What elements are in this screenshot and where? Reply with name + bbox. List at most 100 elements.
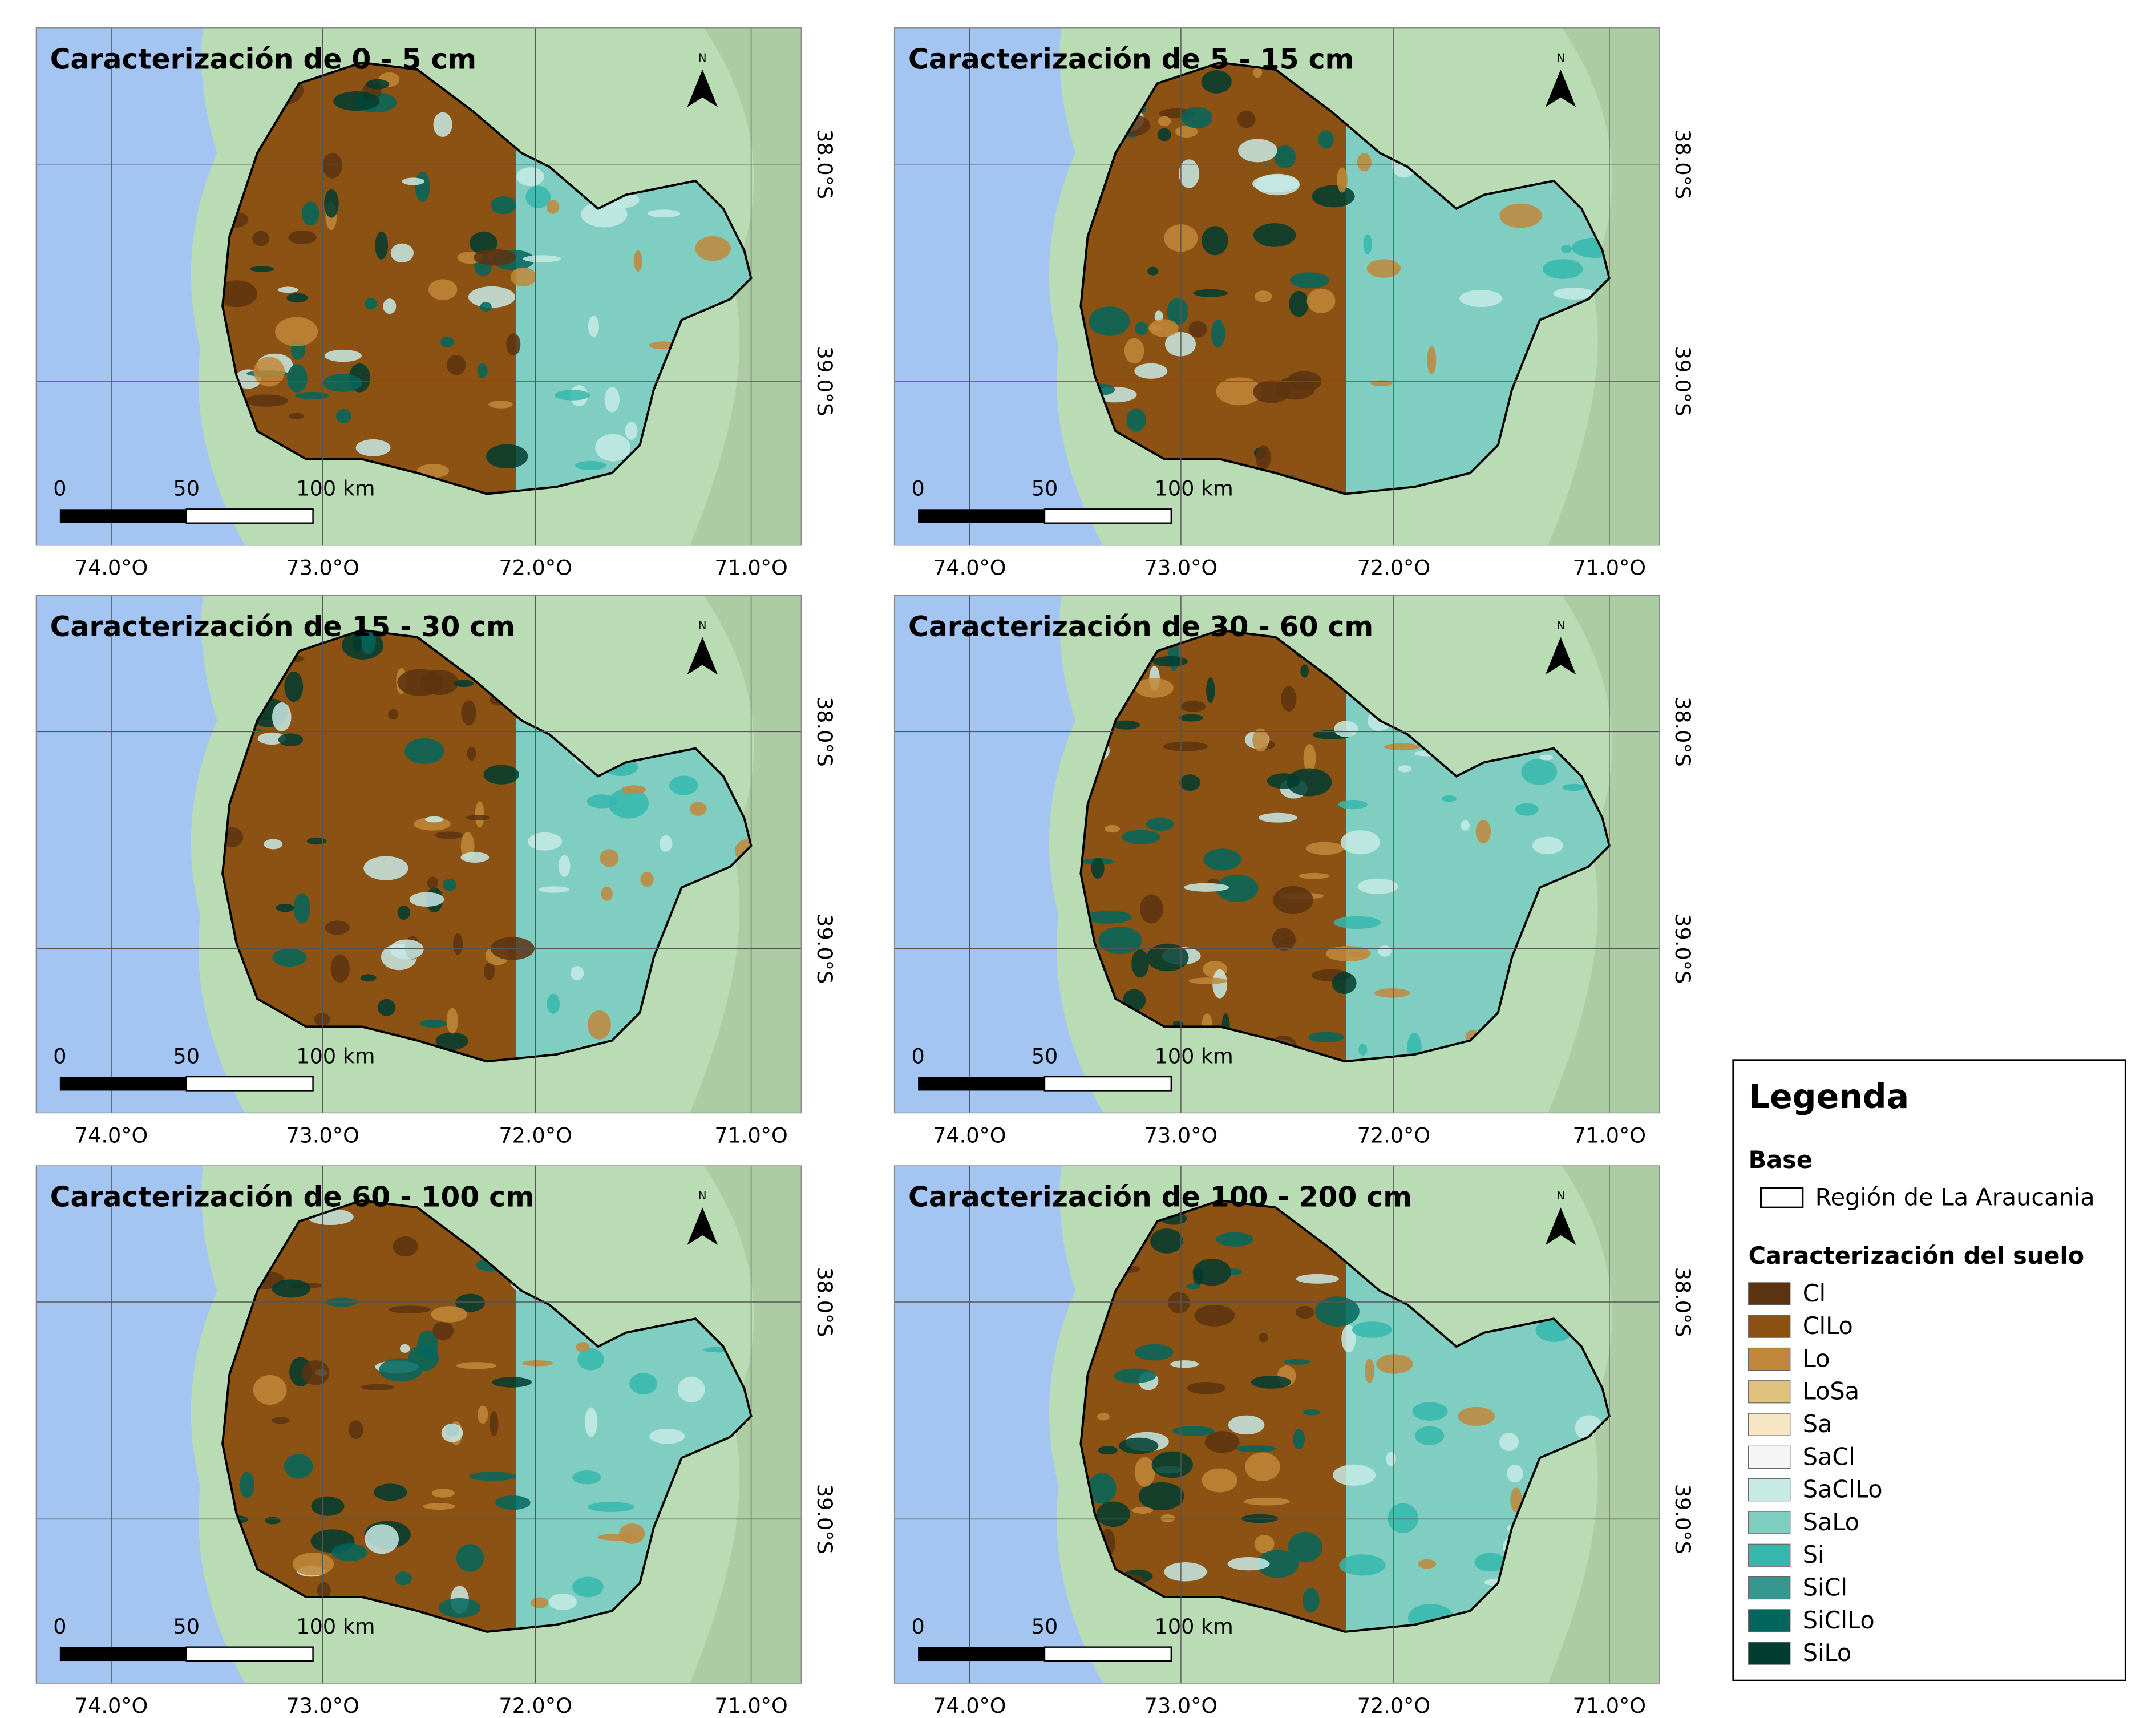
scale-label: 0	[911, 1044, 924, 1068]
legend-label: Si	[1803, 1541, 1825, 1569]
map-frame	[893, 27, 1660, 546]
soil-patch	[1146, 943, 1189, 972]
soil-patch	[601, 886, 613, 901]
soil-patch	[546, 200, 560, 214]
y-label: 38.0°S	[812, 1267, 837, 1337]
soil-patch	[1357, 878, 1398, 894]
soil-patch	[1363, 234, 1372, 254]
soil-patch	[1114, 1368, 1156, 1384]
soil-patch	[1386, 1452, 1396, 1466]
soil-patch	[1179, 159, 1200, 188]
soil-patch	[1259, 1333, 1268, 1343]
legend-label: LoSa	[1803, 1378, 1859, 1405]
y-label: 39.0°S	[812, 346, 837, 417]
y-label: 39.0°S	[1670, 913, 1695, 984]
map-frame	[35, 595, 802, 1114]
scale-bar-white	[185, 508, 314, 524]
panel-title: Caracterización de 100 - 200 cm	[908, 1182, 1412, 1214]
soil-patch	[1289, 290, 1309, 317]
soil-patch	[649, 1428, 685, 1444]
soil-patch	[585, 1407, 598, 1437]
soil-patch	[469, 1472, 517, 1481]
soil-patch	[1172, 1426, 1215, 1436]
soil-patch	[1216, 1232, 1253, 1247]
soil-patch	[1184, 883, 1229, 892]
soil-patch	[1098, 927, 1142, 955]
soil-patch	[572, 1470, 601, 1485]
soil-patch	[306, 837, 327, 845]
soil-patch	[538, 886, 570, 893]
soil-patch	[1131, 949, 1149, 978]
legend-label: Sa	[1803, 1410, 1833, 1438]
soil-patch	[555, 390, 590, 401]
soil-patch	[286, 293, 308, 303]
soil-patch	[1152, 656, 1188, 667]
scale-bar-black	[918, 1077, 1045, 1091]
soil-patch	[324, 189, 339, 218]
soil-patch	[1561, 245, 1572, 253]
y-label: 39.0°S	[1670, 1484, 1695, 1554]
soil-patch	[252, 231, 270, 246]
soil-patch	[1288, 1531, 1323, 1563]
legend-swatch	[1760, 1187, 1804, 1208]
soil-patch	[1245, 1452, 1280, 1481]
soil-patch	[1300, 664, 1309, 678]
x-label: 72.0°O	[499, 556, 572, 580]
soil-patch	[1147, 266, 1159, 276]
scale-bar-black	[918, 1647, 1045, 1662]
x-label: 71.0°O	[714, 1693, 787, 1718]
legend-swatch	[1748, 1642, 1791, 1665]
soil-patch	[1238, 139, 1277, 163]
soil-patch	[272, 948, 307, 967]
soil-patch	[547, 993, 560, 1014]
soil-patch	[1299, 872, 1329, 879]
soil-patch	[409, 892, 444, 907]
soil-patch	[1258, 812, 1297, 823]
soil-patch	[575, 460, 607, 470]
soil-patch	[1303, 744, 1316, 772]
soil-patch	[470, 231, 497, 255]
soil-patch	[1201, 70, 1232, 94]
map-panel: Caracterización de 0 - 5 cm N 0 50 100 km 74.…	[35, 27, 837, 580]
soil-patch	[1293, 1429, 1305, 1449]
soil-patch	[1474, 1553, 1506, 1572]
map-frame	[35, 1165, 802, 1684]
soil-patch	[454, 680, 474, 688]
soil-patch	[1105, 824, 1120, 833]
soil-patch	[1412, 1402, 1448, 1421]
soil-patch	[1151, 1451, 1193, 1478]
soil-patch	[1252, 728, 1269, 752]
soil-patch	[264, 839, 283, 850]
soil-patch	[1418, 1559, 1437, 1569]
soil-patch	[424, 816, 444, 823]
soil-patch	[1273, 145, 1296, 168]
soil-patch	[330, 954, 350, 983]
soil-patch	[456, 1544, 484, 1572]
mountains	[690, 1166, 802, 1684]
soil-patch	[1118, 1437, 1159, 1454]
scale-label: 100 km	[296, 1614, 375, 1639]
north-arrow	[687, 637, 718, 675]
soil-patch	[1206, 677, 1215, 704]
soil-patch	[352, 634, 362, 652]
soil-patch	[1179, 774, 1200, 791]
soil-patch	[1281, 686, 1297, 712]
soil-patch	[629, 1373, 657, 1395]
soil-patch	[456, 1362, 496, 1369]
soil-patch	[1384, 743, 1421, 751]
soil-patch	[1168, 1292, 1190, 1313]
panel-title: Caracterización de 15 - 30 cm	[50, 611, 515, 643]
soil-patch	[588, 1502, 634, 1512]
soil-patch	[1098, 1446, 1118, 1455]
soil-patch	[301, 201, 319, 226]
scale-bar-white	[185, 1076, 314, 1092]
map-panel: Caracterización de 100 - 200 cm N 0 50 100 k…	[893, 1165, 1695, 1718]
legend-swatch	[1748, 1543, 1791, 1567]
soil-patch	[272, 1279, 311, 1298]
soil-patch	[397, 906, 410, 920]
panel-title: Caracterización de 60 - 100 cm	[50, 1182, 535, 1214]
scale-label: 100 km	[1155, 476, 1233, 501]
scale-label: 50	[1032, 1044, 1058, 1068]
soil-patch	[1521, 758, 1558, 785]
soil-patch	[275, 317, 318, 346]
